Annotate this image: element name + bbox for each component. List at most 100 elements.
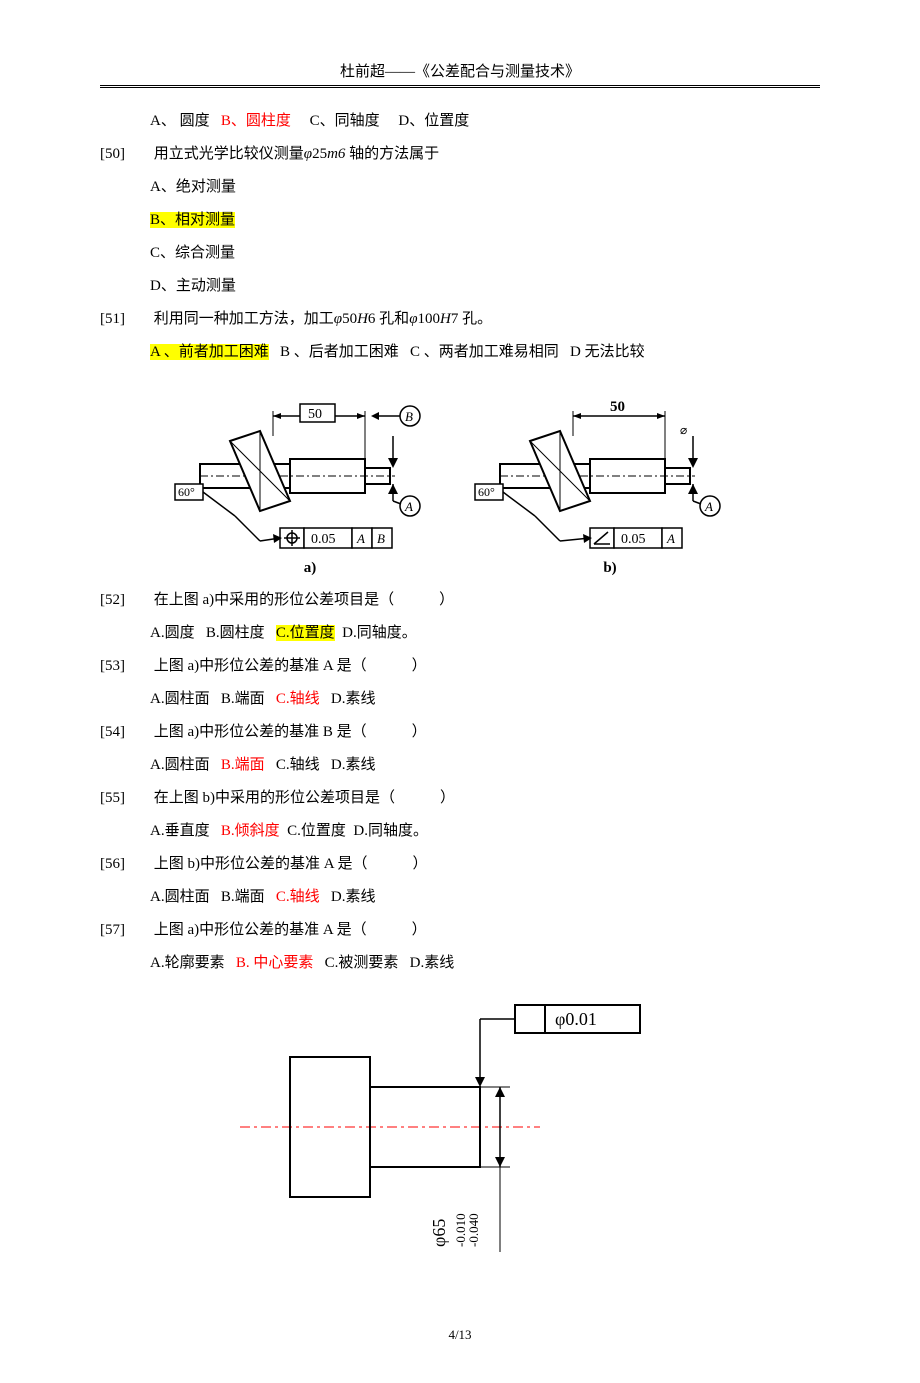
q55-optA: A.垂直度 (150, 823, 210, 839)
svg-text:0.05: 0.05 (621, 532, 646, 547)
q52-optD: D.同轴度。 (342, 625, 417, 641)
q56-stem: [56] 上图 b)中形位公差的基准 A 是（ ） (100, 851, 820, 878)
svg-text:50: 50 (308, 407, 322, 422)
q55-optD: D.同轴度。 (353, 823, 428, 839)
q53-text: 上图 a)中形位公差的基准 A 是（ ） (154, 658, 427, 674)
q54-optD: D.素线 (331, 757, 376, 773)
q56-optD: D.素线 (331, 889, 376, 905)
q53-optB: B.端面 (221, 691, 265, 707)
figure-a: 60° 50 B (165, 386, 455, 577)
q51-mid: 孔和 (375, 311, 409, 327)
svg-text:60°: 60° (478, 485, 495, 499)
svg-text:A: A (356, 531, 365, 546)
q57-optC: C.被测要素 (325, 955, 399, 971)
q49-optD: D、位置度 (398, 113, 469, 129)
diagram-2: φ0.01 φ65 -0.010 -0.040 (100, 987, 820, 1267)
q50-text1: 用立式光学比较仪测量 (154, 146, 304, 162)
q51-optC: C 、两者加工难易相同 (410, 344, 559, 360)
figure-row: 60° 50 B (100, 386, 820, 577)
q53-options: A.圆柱面 B.端面 C.轴线 D.素线 (100, 686, 820, 713)
q50-optB-wrap: B、相对测量 (100, 207, 820, 234)
q57-optB: B. 中心要素 (236, 955, 314, 971)
q56-text: 上图 b)中形位公差的基准 A 是（ ） (154, 856, 428, 872)
q54-optA: A.圆柱面 (150, 757, 210, 773)
q54-stem: [54] 上图 a)中形位公差的基准 B 是（ ） (100, 719, 820, 746)
q55-optB: B.倾斜度 (221, 823, 280, 839)
svg-text:50: 50 (610, 399, 625, 415)
q57-num: [57] (100, 917, 150, 944)
svg-text:A: A (404, 499, 413, 514)
svg-text:-0.040: -0.040 (466, 1213, 481, 1247)
q51-v2: 100 (418, 311, 441, 327)
q51-h1: H (357, 311, 368, 327)
q54-options: A.圆柱面 B.端面 C.轴线 D.素线 (100, 752, 820, 779)
q55-text: 在上图 b)中采用的形位公差项目是（ ） (154, 790, 455, 806)
svg-text:A: A (704, 499, 713, 514)
q55-num: [55] (100, 785, 150, 812)
q50-phi: φ (304, 146, 312, 162)
q52-num: [52] (100, 587, 150, 614)
q54-text: 上图 a)中形位公差的基准 B 是（ ） (154, 724, 427, 740)
svg-text:B: B (377, 531, 385, 546)
q49-optA: A、 圆度 (150, 113, 210, 129)
q53-num: [53] (100, 653, 150, 680)
svg-text:A: A (666, 531, 675, 546)
q56-options: A.圆柱面 B.端面 C.轴线 D.素线 (100, 884, 820, 911)
q56-num: [56] (100, 851, 150, 878)
q49-optC: C、同轴度 (310, 113, 380, 129)
q52-optC: C.位置度 (276, 625, 335, 641)
q55-stem: [55] 在上图 b)中采用的形位公差项目是（ ） (100, 785, 820, 812)
q54-num: [54] (100, 719, 150, 746)
q53-stem: [53] 上图 a)中形位公差的基准 A 是（ ） (100, 653, 820, 680)
q50-m6: m6 (327, 146, 345, 162)
q50-optA: A、绝对测量 (100, 174, 820, 201)
q55-optC: C.位置度 (287, 823, 346, 839)
svg-text:⌀: ⌀ (680, 423, 687, 437)
q57-optD: D.素线 (410, 955, 455, 971)
q51-optA: A 、前者加工困难 (150, 344, 269, 360)
q51-optD: D 无法比较 (570, 344, 645, 360)
q50-optB: B、相对测量 (150, 212, 235, 228)
svg-text:0.05: 0.05 (311, 532, 336, 547)
q52-stem: [52] 在上图 a)中采用的形位公差项目是（ ） (100, 587, 820, 614)
q57-options: A.轮廓要素 B. 中心要素 C.被测要素 D.素线 (100, 950, 820, 977)
q56-optC: C.轴线 (276, 889, 320, 905)
q53-optA: A.圆柱面 (150, 691, 210, 707)
q52-optA: A.圆度 (150, 625, 195, 641)
q50-stem: [50] 用立式光学比较仪测量φ25m6 轴的方法属于 (100, 141, 820, 168)
q51-optB: B 、后者加工困难 (280, 344, 399, 360)
figure-b: 60° 50 ⌀ A (465, 386, 755, 577)
q54-optC: C.轴线 (276, 757, 320, 773)
q50-25: 25 (312, 146, 327, 162)
svg-text:60°: 60° (178, 485, 195, 499)
q49-optB: B、圆柱度 (221, 113, 291, 129)
q50-optD: D、主动测量 (100, 273, 820, 300)
q52-text: 在上图 a)中采用的形位公差项目是（ ） (154, 592, 454, 608)
q51-num: [51] (100, 306, 150, 333)
q53-optD: D.素线 (331, 691, 376, 707)
q50-optC: C、综合测量 (100, 240, 820, 267)
svg-text:φ65: φ65 (429, 1219, 449, 1247)
page-footer: 4/13 (100, 1327, 820, 1343)
q57-optA: A.轮廓要素 (150, 955, 225, 971)
q52-options: A.圆度 B.圆柱度 C.位置度 D.同轴度。 (100, 620, 820, 647)
q51-t1: 利用同一种加工方法，加工 (154, 311, 334, 327)
q57-stem: [57] 上图 a)中形位公差的基准 A 是（ ） (100, 917, 820, 944)
q51-t2: 孔。 (458, 311, 492, 327)
page-header: 杜前超——《公差配合与测量技术》 (100, 60, 820, 81)
q50-num: [50] (100, 141, 150, 168)
q51-phi1: φ (334, 311, 342, 327)
q51-stem: [51] 利用同一种加工方法，加工φ50H6 孔和φ100H7 孔。 (100, 306, 820, 333)
q50-text2: 轴的方法属于 (345, 146, 439, 162)
header-rule-2 (100, 87, 820, 88)
q55-options: A.垂直度 B.倾斜度 C.位置度 D.同轴度。 (100, 818, 820, 845)
q53-optC: C.轴线 (276, 691, 320, 707)
q51-h2: H (440, 311, 451, 327)
q51-v1: 50 (342, 311, 357, 327)
figure-b-label: b) (465, 560, 755, 577)
header-rule-1 (100, 85, 820, 86)
svg-text:φ0.01: φ0.01 (555, 1009, 597, 1029)
svg-text:B: B (405, 409, 413, 424)
q54-optB: B.端面 (221, 757, 265, 773)
q56-optB: B.端面 (221, 889, 265, 905)
